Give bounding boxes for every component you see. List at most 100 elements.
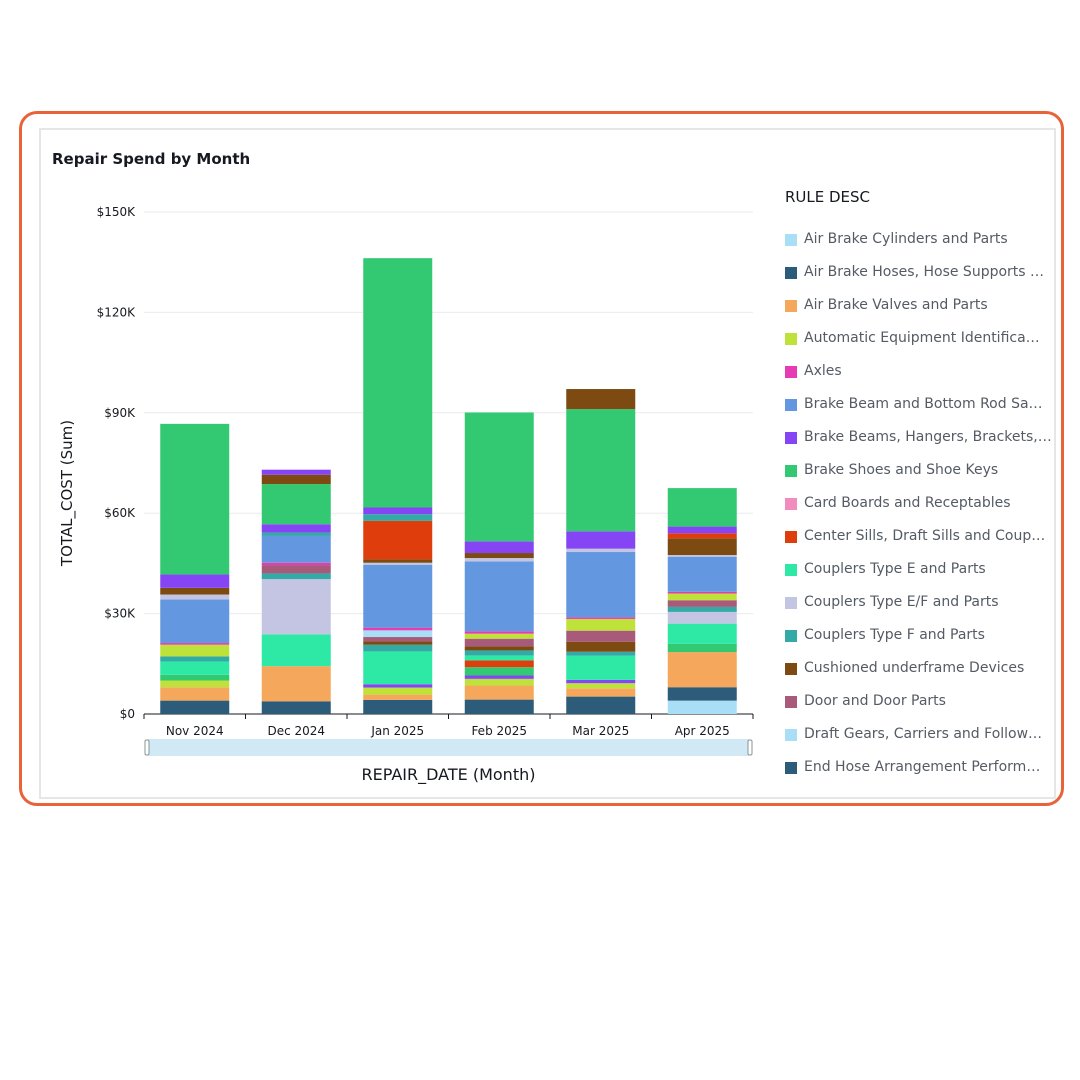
legend-item[interactable]: Air Brake Valves and Parts [785, 297, 1060, 330]
bar-segment[interactable] [667, 526, 737, 534]
bar-segment[interactable] [464, 646, 534, 651]
bar-segment[interactable] [464, 638, 534, 647]
legend-item[interactable]: Automatic Equipment Identifica… [785, 330, 1060, 363]
legend-item[interactable]: Brake Shoes and Shoe Keys [785, 462, 1060, 495]
bar-segment[interactable] [363, 641, 433, 645]
bar-segment[interactable] [566, 552, 636, 618]
bar-segment[interactable] [464, 650, 534, 656]
bar-segment[interactable] [363, 630, 433, 638]
bar-segment[interactable] [363, 699, 433, 714]
bar-segment[interactable] [363, 507, 433, 515]
x-scrollbar-track[interactable] [148, 739, 749, 756]
bar-segment[interactable] [261, 562, 331, 566]
bar-segment[interactable] [261, 532, 331, 536]
bar-segment[interactable] [261, 634, 331, 667]
bar-segment[interactable] [261, 701, 331, 714]
bar-segment[interactable] [667, 643, 737, 653]
legend-item[interactable]: Couplers Type E and Parts [785, 561, 1060, 594]
bar-segment[interactable] [261, 524, 331, 533]
bar-segment[interactable] [261, 474, 331, 485]
bar-segment[interactable] [363, 514, 433, 521]
bar-segment[interactable] [261, 579, 331, 635]
bar-segment[interactable] [566, 531, 636, 549]
bar-segment[interactable] [667, 687, 737, 701]
bar-segment[interactable] [160, 594, 230, 600]
bar-segment[interactable] [363, 559, 433, 563]
legend-item[interactable]: Air Brake Cylinders and Parts [785, 231, 1060, 264]
bar-segment[interactable] [363, 687, 433, 695]
bar-segment[interactable] [261, 666, 331, 702]
bar-segment[interactable] [363, 627, 433, 631]
bar-segment[interactable] [261, 565, 331, 574]
bar-segment[interactable] [464, 678, 534, 686]
bar-segment[interactable] [363, 258, 433, 508]
scrollbar-left-handle[interactable] [144, 739, 150, 756]
bar-segment[interactable] [160, 661, 230, 675]
bar-segment[interactable] [464, 553, 534, 559]
bar-segment[interactable] [464, 660, 534, 668]
legend-item[interactable]: Couplers Type F and Parts [785, 627, 1060, 660]
bar-segment[interactable] [363, 637, 433, 642]
bar-segment[interactable] [160, 687, 230, 701]
bar-segment[interactable] [160, 674, 230, 681]
bar-segment[interactable] [667, 533, 737, 539]
legend-item[interactable]: Center Sills, Draft Sills and Coup… [785, 528, 1060, 561]
bar-segment[interactable] [566, 409, 636, 532]
legend-item[interactable]: Card Boards and Receptables [785, 495, 1060, 528]
bar-segment[interactable] [464, 561, 534, 632]
bar-segment[interactable] [160, 680, 230, 688]
bar-segment[interactable] [160, 644, 230, 657]
bar-segment[interactable] [160, 656, 230, 662]
bar-segment[interactable] [464, 699, 534, 714]
bar-segment[interactable] [160, 423, 230, 575]
legend-item[interactable]: Brake Beams, Hangers, Brackets,… [785, 429, 1060, 462]
legend-item[interactable]: Draft Gears, Carriers and Follow… [785, 726, 1060, 759]
bar-segment[interactable] [566, 696, 636, 714]
bar-segment[interactable] [667, 556, 737, 592]
bar-segment[interactable] [363, 694, 433, 700]
bar-segment[interactable] [363, 562, 433, 565]
bar-segment[interactable] [464, 633, 534, 639]
bar-segment[interactable] [566, 641, 636, 652]
bar-segment[interactable] [566, 679, 636, 684]
legend-item[interactable]: Air Brake Hoses, Hose Supports … [785, 264, 1060, 297]
bar-segment[interactable] [363, 564, 433, 628]
legend-item[interactable]: Axles [785, 363, 1060, 396]
bar-segment[interactable] [566, 389, 636, 410]
bar-segment[interactable] [566, 651, 636, 656]
bar-segment[interactable] [160, 599, 230, 644]
bar-segment[interactable] [566, 655, 636, 680]
bar-segment[interactable] [464, 685, 534, 700]
bar-segment[interactable] [566, 683, 636, 689]
scrollbar-right-handle[interactable] [747, 739, 753, 756]
bar-segment[interactable] [667, 611, 737, 624]
bar-segment[interactable] [667, 600, 737, 607]
bar-segment[interactable] [464, 558, 534, 562]
bar-segment[interactable] [667, 555, 737, 557]
bar-segment[interactable] [566, 617, 636, 619]
bar-segment[interactable] [261, 535, 331, 563]
legend-item[interactable]: Brake Beam and Bottom Rod Sa… [785, 396, 1060, 429]
bar-segment[interactable] [363, 644, 433, 652]
bar-segment[interactable] [363, 520, 433, 560]
bar-segment[interactable] [566, 618, 636, 631]
legend-item[interactable]: Couplers Type E/F and Parts [785, 594, 1060, 627]
bar-segment[interactable] [667, 606, 737, 612]
bar-segment[interactable] [566, 548, 636, 553]
bar-segment[interactable] [667, 591, 737, 594]
bar-segment[interactable] [464, 667, 534, 676]
bar-segment[interactable] [363, 651, 433, 685]
bar-segment[interactable] [667, 623, 737, 644]
legend-item[interactable]: Door and Door Parts [785, 693, 1060, 726]
bar-segment[interactable] [363, 684, 433, 688]
bar-segment[interactable] [160, 700, 230, 714]
bar-segment[interactable] [667, 652, 737, 688]
bar-segment[interactable] [160, 587, 230, 595]
bar-segment[interactable] [464, 675, 534, 679]
bar-segment[interactable] [160, 574, 230, 588]
bar-segment[interactable] [667, 488, 737, 527]
bar-segment[interactable] [261, 573, 331, 580]
bar-segment[interactable] [464, 631, 534, 634]
bar-segment[interactable] [160, 643, 230, 645]
bar-segment[interactable] [261, 469, 331, 475]
